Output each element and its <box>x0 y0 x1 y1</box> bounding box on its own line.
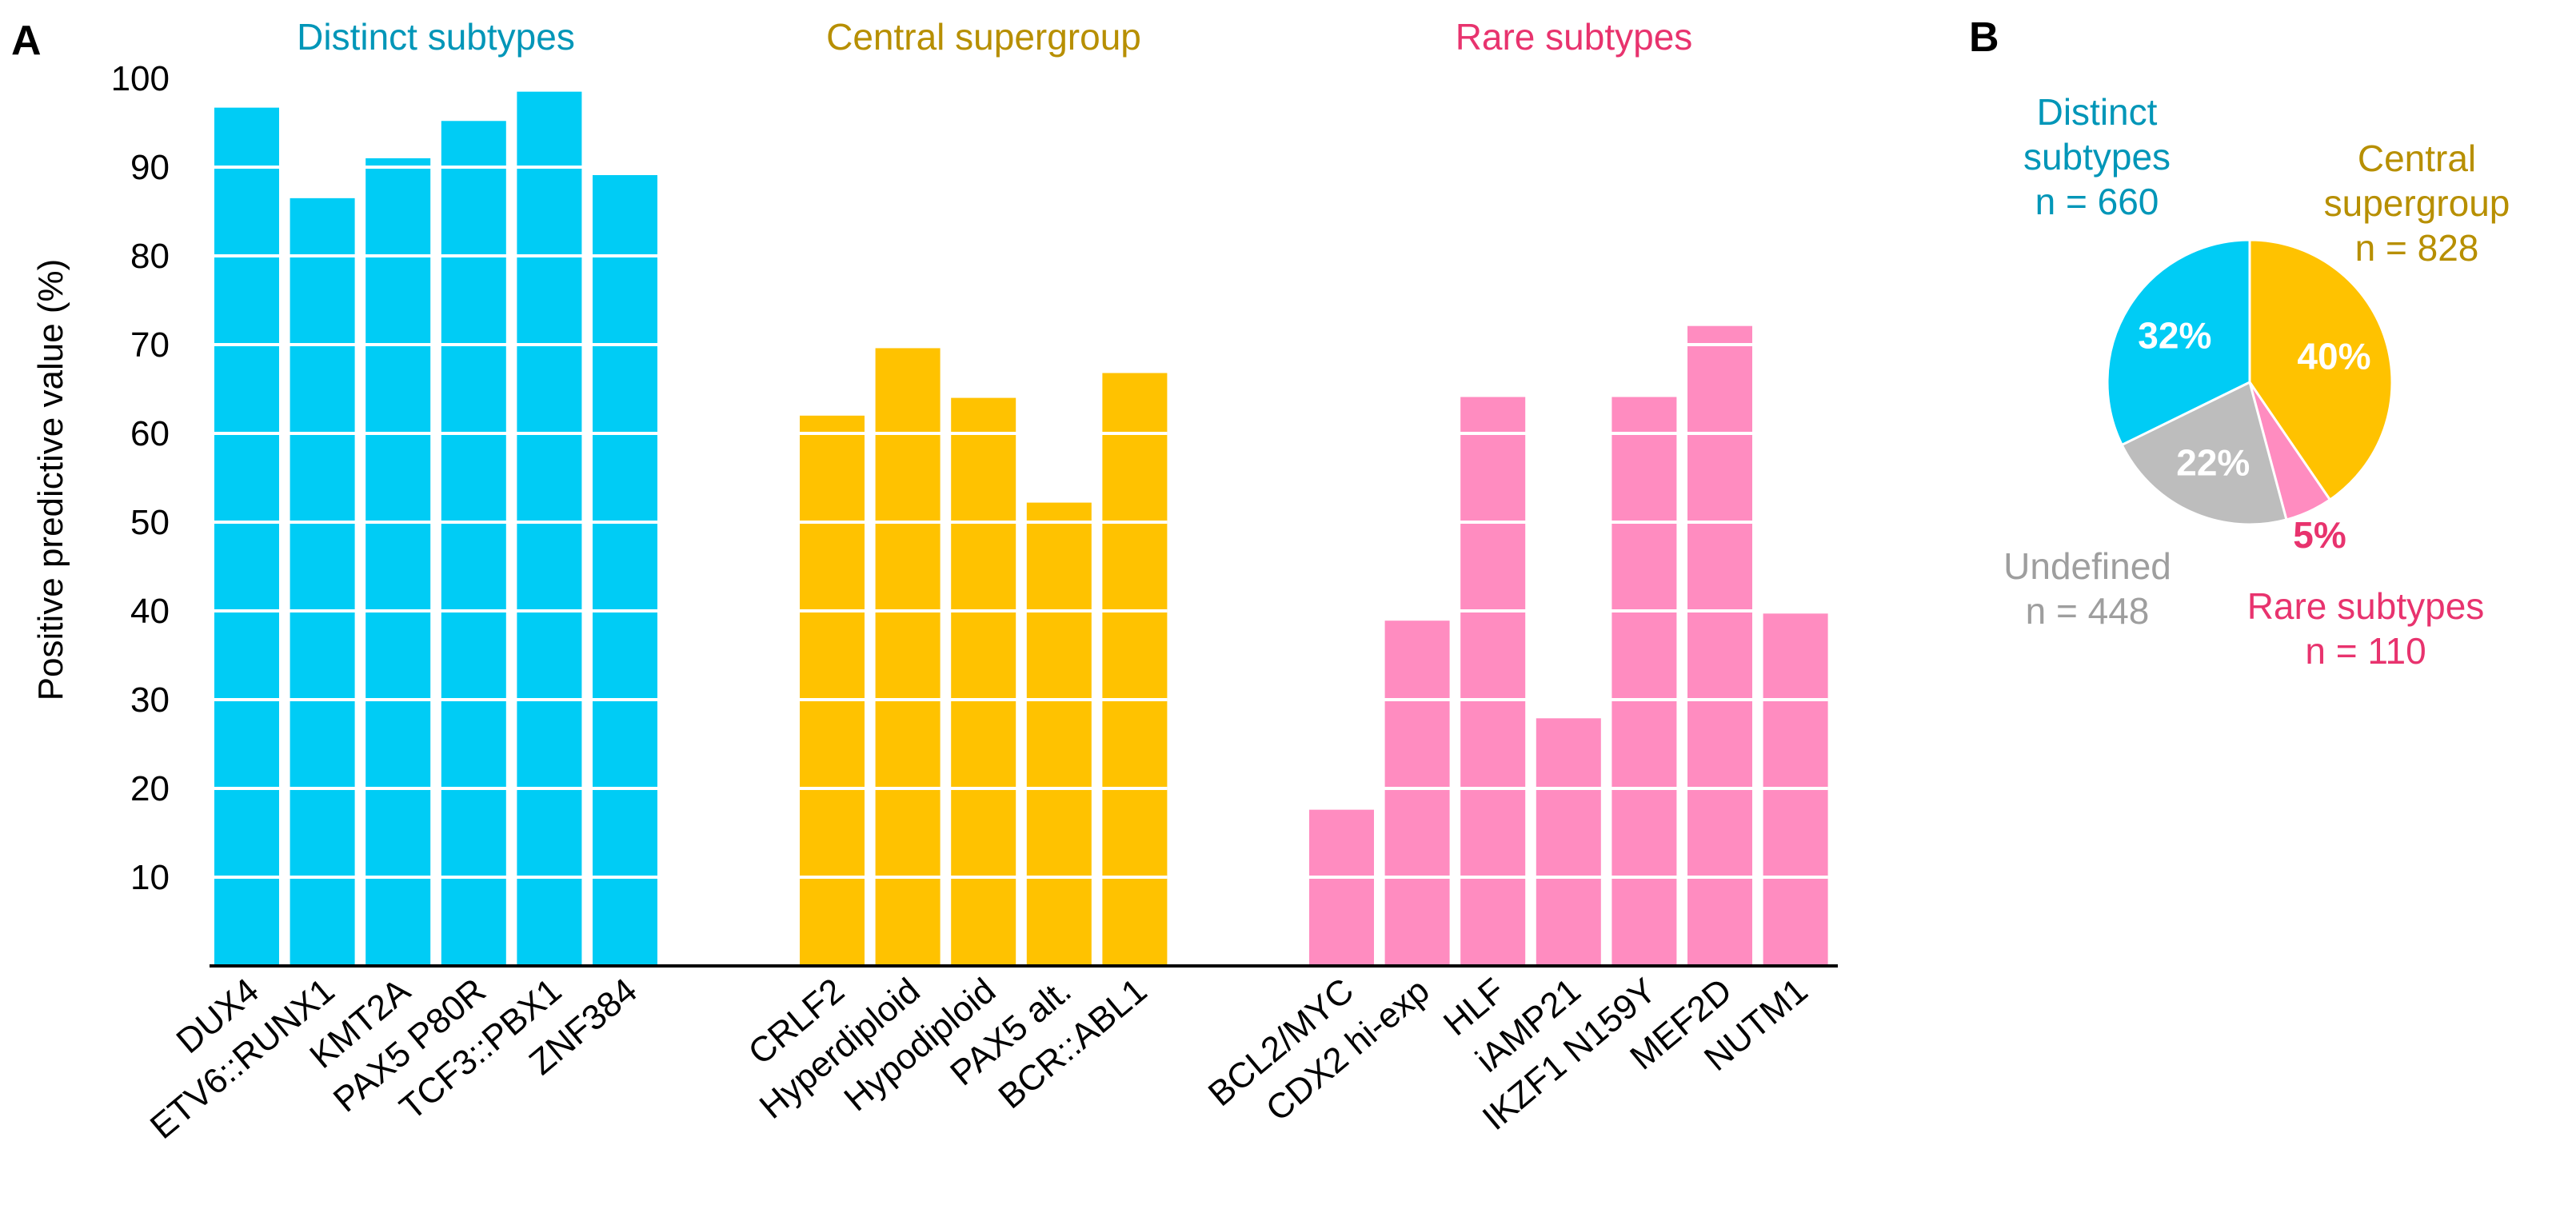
y-tick-label-100: 100 <box>111 59 170 98</box>
pie-percent-undefined: 22% <box>2176 441 2250 483</box>
bars <box>214 91 1828 967</box>
bar-bcr-abl1 <box>1102 373 1168 966</box>
pie-label-distinct-n: n = 660 <box>2035 181 2159 222</box>
bar-pax5-p80r <box>441 121 506 966</box>
bar-kmt2a <box>365 158 431 966</box>
bar-znf384 <box>593 174 657 967</box>
panel-a-label: A <box>11 18 42 64</box>
pie-percent-rare-subtypes: 5% <box>2293 514 2346 556</box>
bar-etv6-runx1 <box>290 198 355 967</box>
pie-label-rare-n: n = 110 <box>2305 630 2426 672</box>
bar-iamp21 <box>1536 718 1601 966</box>
pie-label-undefined-line1: Undefined <box>2003 545 2171 587</box>
y-axis: Positive predictive value (%) <box>31 259 70 701</box>
pie-slice-distinct-subtypes <box>2106 238 2251 447</box>
y-axis-label: Positive predictive value (%) <box>31 259 70 701</box>
group-title-distinct-subtypes: Distinct subtypes <box>297 16 575 58</box>
group-titles: Distinct subtypes Central supergroup Rare … <box>297 16 1692 58</box>
pie-label-distinct: Distinct subtypes n = 660 <box>2023 91 2171 222</box>
pie-slice-undefined <box>2120 380 2288 526</box>
pie-label-central-n: n = 828 <box>2355 227 2479 269</box>
pie-label-distinct-line2: subtypes <box>2023 136 2171 178</box>
pie-slice-central-supergroup <box>2248 238 2394 502</box>
pie-slices <box>2106 238 2394 526</box>
pie-label-central-line1: Central <box>2358 138 2476 179</box>
y-tick-label-30: 30 <box>130 680 170 720</box>
y-tick-label-70: 70 <box>130 325 170 365</box>
y-tick-label-20: 20 <box>130 769 170 808</box>
pie-percent-labels: 40% 5% 22% 32% <box>2138 315 2370 556</box>
ppv-bar-chart: Distinct subtypes Central supergroup Rare … <box>31 16 1838 1147</box>
pie-label-undefined-n: n = 448 <box>2026 590 2150 632</box>
group-title-central-supergroup: Central supergroup <box>826 16 1141 58</box>
bar-dux4 <box>214 107 279 966</box>
pie-label-central-line2: supergroup <box>2324 182 2510 224</box>
bar-hyperdiploid <box>875 348 941 966</box>
gridlines <box>214 77 1828 879</box>
y-tick-label-80: 80 <box>130 237 170 276</box>
pie-label-distinct-line1: Distinct <box>2037 91 2158 133</box>
y-tick-label-60: 60 <box>130 414 170 453</box>
pie-label-undefined: Undefined n = 448 <box>2003 545 2171 632</box>
y-tick-label-50: 50 <box>130 503 170 542</box>
y-tick-label-90: 90 <box>130 148 170 187</box>
y-tick-labels: 10 20 30 40 50 60 70 80 90 100 <box>111 59 170 897</box>
bar-bcl2-myc <box>1309 809 1374 966</box>
pie-percent-distinct-subtypes: 32% <box>2138 315 2211 357</box>
y-tick-label-40: 40 <box>130 592 170 631</box>
bar-mef2d <box>1687 325 1752 966</box>
bar-ikzf1-n159y <box>1611 397 1677 966</box>
bar-tcf3-pbx1 <box>517 91 582 966</box>
y-tick-label-10: 10 <box>130 858 170 897</box>
cohort-pie-chart: 40% 5% 22% 32% Distinct subtypes n = 660 Ce… <box>2003 91 2510 672</box>
bar-hypodiploid <box>951 397 1016 967</box>
bar-crlf2 <box>800 415 865 966</box>
bar-hlf <box>1460 397 1526 966</box>
bar-pax5-alt <box>1026 502 1092 966</box>
pie-label-rare: Rare subtypes n = 110 <box>2247 585 2485 672</box>
pie-percent-central-supergroup: 40% <box>2297 335 2370 377</box>
pie-label-central: Central supergroup n = 828 <box>2324 138 2510 269</box>
group-title-rare-subtypes: Rare subtypes <box>1456 16 1693 58</box>
panel-b-label: B <box>1969 14 1999 61</box>
bar-cdx2-hi-exp <box>1384 620 1450 966</box>
pie-label-rare-line1: Rare subtypes <box>2247 585 2485 627</box>
